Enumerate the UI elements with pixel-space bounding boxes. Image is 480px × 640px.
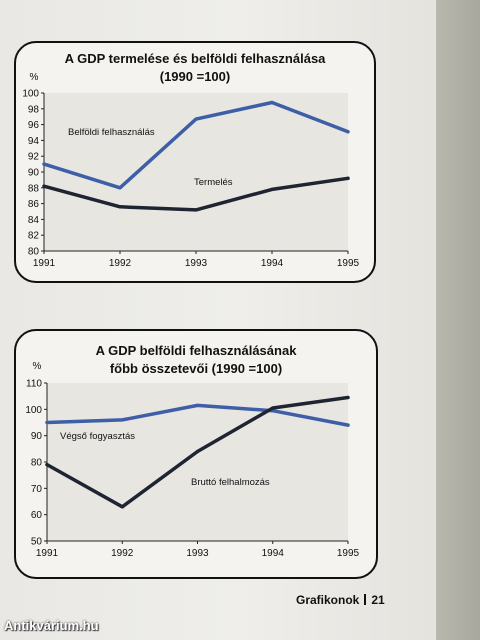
data-point: [118, 205, 122, 209]
x-tick-label: 1995: [337, 548, 360, 559]
data-point: [270, 100, 274, 105]
data-point: [194, 208, 198, 212]
data-point: [42, 184, 46, 188]
data-point: [346, 176, 350, 180]
data-point: [195, 403, 200, 407]
y-axis-label: %: [33, 361, 42, 372]
x-tick-label: 1993: [185, 258, 208, 269]
data-point: [270, 187, 274, 191]
y-tick-label: 100: [25, 405, 42, 416]
y-tick-label: 84: [28, 215, 40, 226]
page-footer: Grafikonok 21: [296, 593, 385, 607]
data-point: [271, 406, 275, 410]
data-point: [120, 505, 124, 509]
y-tick-label: 88: [28, 183, 40, 194]
data-point: [195, 449, 200, 454]
x-tick-label: 1994: [262, 548, 285, 559]
y-tick-label: 100: [22, 89, 39, 100]
data-point: [346, 130, 350, 134]
y-tick-label: 94: [28, 136, 40, 147]
y-tick-label: 92: [28, 152, 40, 163]
data-point: [118, 186, 122, 190]
y-tick-label: 80: [28, 247, 40, 258]
chart-1-plot: 80 82 84 86 88 90 92 94 96 98 100% 1991 1992 1993 1994…: [22, 72, 360, 269]
page-number: 21: [371, 593, 385, 607]
footer-section: Grafikonok: [296, 593, 360, 607]
y-tick-label: 98: [28, 104, 40, 115]
y-tick-label: 90: [28, 168, 40, 179]
y-tick-label: 60: [31, 510, 43, 521]
data-point: [120, 418, 124, 422]
chart-1-title-line1: A GDP termelése és belföldi felhasználás…: [64, 51, 326, 66]
watermark: Antikvárium.hu: [4, 618, 99, 633]
x-tick-label: 1991: [36, 548, 59, 559]
x-tick-label: 1994: [261, 258, 284, 269]
x-tick-label: 1993: [186, 548, 209, 559]
x-tick-label: 1995: [337, 258, 360, 269]
plot-area: [44, 93, 348, 251]
y-tick-label: 70: [31, 484, 43, 495]
x-tick-label: 1991: [33, 258, 56, 269]
page-edge: [436, 0, 480, 640]
data-point: [194, 117, 198, 121]
x-tick-label: 1992: [111, 548, 134, 559]
series-label-2: Bruttó felhalmozás: [191, 477, 270, 488]
chart-2-title-line1: A GDP belföldi felhasználásának: [95, 343, 297, 358]
chart-card-1: A GDP termelése és belföldi felhasználás…: [14, 41, 376, 283]
series-label-2: Termelés: [194, 177, 233, 188]
series-label-1: Belföldi felhasználás: [68, 127, 155, 138]
y-tick-label: 82: [28, 231, 40, 242]
series-label-1: Végső fogyasztás: [60, 431, 135, 442]
y-tick-label: 110: [26, 379, 42, 390]
y-tick-label: 96: [28, 120, 40, 131]
footer-divider: [364, 594, 367, 605]
y-axis-label: %: [30, 72, 39, 83]
chart-2-title-line2: főbb összetevői (1990 =100): [109, 361, 283, 376]
data-point: [45, 420, 49, 425]
plot-area: [47, 383, 348, 541]
chart-1-title-line2: (1990 =100): [159, 69, 231, 84]
chart-card-2: A GDP belföldi felhasználásának főbb öss…: [14, 329, 378, 579]
y-tick-label: 80: [31, 458, 43, 469]
y-tick-label: 90: [31, 431, 43, 442]
data-point: [42, 162, 46, 166]
data-point: [346, 395, 350, 400]
data-point: [346, 423, 350, 427]
chart-2-plot: 50 60 70 80 90 100 110% 1991 1992 1993 1994 1995 Vég…: [25, 361, 360, 559]
y-tick-label: 50: [31, 537, 43, 548]
data-point: [45, 463, 49, 467]
x-tick-label: 1992: [109, 258, 132, 269]
y-tick-label: 86: [28, 199, 40, 210]
